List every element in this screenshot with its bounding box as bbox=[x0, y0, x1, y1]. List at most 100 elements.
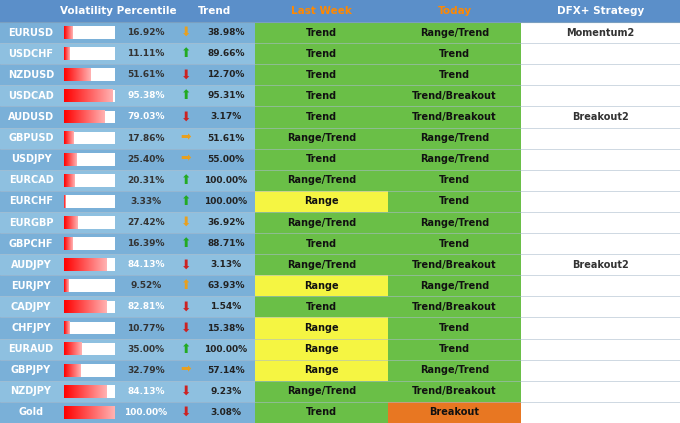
Text: Range/Trend: Range/Trend bbox=[287, 133, 356, 143]
Text: Trend: Trend bbox=[439, 196, 470, 206]
Text: DFX+ Strategy: DFX+ Strategy bbox=[557, 6, 644, 16]
Text: Trend/Breakout: Trend/Breakout bbox=[412, 302, 497, 312]
Bar bbox=[388, 212, 521, 233]
Text: Range/Trend: Range/Trend bbox=[420, 27, 489, 38]
Text: 3.13%: 3.13% bbox=[210, 260, 241, 269]
Text: Breakout: Breakout bbox=[430, 407, 479, 418]
Bar bbox=[0, 43, 255, 64]
Text: CADJPY: CADJPY bbox=[11, 302, 51, 312]
Text: Gold: Gold bbox=[18, 407, 44, 418]
Text: 84.13%: 84.13% bbox=[127, 387, 165, 396]
Text: 35.00%: 35.00% bbox=[127, 345, 165, 354]
Text: EURGBP: EURGBP bbox=[9, 217, 53, 228]
Text: Trend: Trend bbox=[439, 239, 470, 249]
Bar bbox=[388, 275, 521, 297]
Bar bbox=[255, 318, 388, 338]
Bar bbox=[255, 381, 388, 402]
Text: Range: Range bbox=[304, 196, 339, 206]
Text: EURCHF: EURCHF bbox=[9, 196, 53, 206]
Text: GBPCHF: GBPCHF bbox=[9, 239, 53, 249]
Bar bbox=[0, 233, 255, 254]
Text: ⬆: ⬆ bbox=[181, 237, 191, 250]
Bar bbox=[255, 170, 388, 191]
Bar bbox=[521, 191, 680, 212]
Bar bbox=[521, 254, 680, 275]
Bar bbox=[388, 318, 521, 338]
Bar bbox=[0, 318, 255, 338]
Bar bbox=[255, 275, 388, 297]
Text: 36.92%: 36.92% bbox=[207, 218, 245, 227]
Bar bbox=[388, 338, 521, 360]
Text: 3.17%: 3.17% bbox=[210, 113, 241, 121]
Text: 32.79%: 32.79% bbox=[127, 366, 165, 375]
Text: 15.38%: 15.38% bbox=[207, 324, 245, 332]
Bar bbox=[0, 297, 255, 318]
Bar bbox=[255, 254, 388, 275]
Bar bbox=[64, 258, 115, 271]
Text: ⬇: ⬇ bbox=[181, 68, 191, 81]
Text: EURAUD: EURAUD bbox=[8, 344, 54, 354]
Text: ⬆: ⬆ bbox=[181, 47, 191, 60]
Bar bbox=[0, 338, 255, 360]
Bar bbox=[388, 191, 521, 212]
Bar bbox=[0, 107, 255, 127]
Bar bbox=[0, 64, 255, 85]
Text: 100.00%: 100.00% bbox=[124, 408, 167, 417]
Text: 16.39%: 16.39% bbox=[127, 239, 165, 248]
Text: ⬆: ⬆ bbox=[181, 279, 191, 292]
Text: ➡: ➡ bbox=[181, 132, 191, 145]
Bar bbox=[521, 170, 680, 191]
Bar bbox=[521, 107, 680, 127]
Text: 100.00%: 100.00% bbox=[205, 345, 248, 354]
Text: Breakout2: Breakout2 bbox=[572, 112, 629, 122]
Bar bbox=[64, 237, 115, 250]
Text: NZDUSD: NZDUSD bbox=[8, 70, 54, 80]
Text: Range/Trend: Range/Trend bbox=[287, 217, 356, 228]
Text: Trend: Trend bbox=[439, 175, 470, 185]
Text: 51.61%: 51.61% bbox=[127, 70, 165, 79]
Text: Range/Trend: Range/Trend bbox=[420, 133, 489, 143]
Bar bbox=[64, 26, 115, 39]
Text: AUDUSD: AUDUSD bbox=[8, 112, 54, 122]
Bar bbox=[388, 297, 521, 318]
Text: 79.03%: 79.03% bbox=[127, 113, 165, 121]
Text: 1.54%: 1.54% bbox=[210, 302, 241, 311]
Bar bbox=[64, 216, 115, 229]
Bar bbox=[0, 170, 255, 191]
Bar bbox=[255, 233, 388, 254]
Text: Range: Range bbox=[304, 323, 339, 333]
Text: GBPJPY: GBPJPY bbox=[11, 365, 51, 375]
Text: ⬇: ⬇ bbox=[181, 258, 191, 271]
Text: Trend: Trend bbox=[439, 344, 470, 354]
Bar bbox=[255, 107, 388, 127]
Text: Trend: Trend bbox=[306, 239, 337, 249]
Text: 88.71%: 88.71% bbox=[207, 239, 245, 248]
Text: EURCAD: EURCAD bbox=[9, 175, 53, 185]
Bar bbox=[521, 381, 680, 402]
Text: ⬇: ⬇ bbox=[181, 26, 191, 39]
Text: Range/Trend: Range/Trend bbox=[287, 386, 356, 396]
Text: Today: Today bbox=[437, 6, 471, 16]
Bar bbox=[255, 64, 388, 85]
Text: 25.40%: 25.40% bbox=[127, 155, 165, 164]
Bar bbox=[0, 360, 255, 381]
Bar bbox=[0, 127, 255, 148]
Bar bbox=[64, 90, 115, 102]
Text: ⬆: ⬆ bbox=[181, 343, 191, 356]
Text: EURJPY: EURJPY bbox=[11, 281, 51, 291]
Bar bbox=[521, 360, 680, 381]
Text: Trend: Trend bbox=[306, 27, 337, 38]
Text: ⬆: ⬆ bbox=[181, 89, 191, 102]
Bar bbox=[388, 233, 521, 254]
Bar bbox=[521, 297, 680, 318]
Text: Volatility Percentile: Volatility Percentile bbox=[61, 6, 177, 16]
Bar bbox=[255, 297, 388, 318]
Bar bbox=[255, 191, 388, 212]
Text: ➡: ➡ bbox=[181, 153, 191, 166]
Text: 51.61%: 51.61% bbox=[207, 134, 245, 143]
Text: 38.98%: 38.98% bbox=[207, 28, 245, 37]
Bar bbox=[0, 85, 255, 107]
Text: ⬇: ⬇ bbox=[181, 321, 191, 335]
Text: 89.66%: 89.66% bbox=[207, 49, 245, 58]
Text: 63.93%: 63.93% bbox=[207, 281, 245, 290]
